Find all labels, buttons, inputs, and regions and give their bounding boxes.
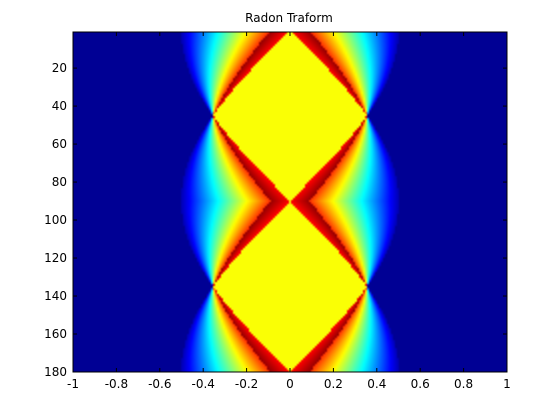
y-tick-label: 60: [52, 137, 67, 151]
y-tick-label: 40: [52, 99, 67, 113]
y-tick-label: 180: [44, 365, 67, 379]
x-tick-label: -0.2: [235, 377, 258, 391]
x-axis: -1 -0.8 -0.6 -0.4 -0.2 0 0.2 0.4 0.6 0.8 1: [67, 32, 511, 391]
y-tick-label: 20: [52, 61, 67, 75]
y-axis: 20 40 60 80 100 120 140 160 180: [44, 61, 507, 379]
y-tick-label: 120: [44, 251, 67, 265]
x-tick-label: 0.8: [454, 377, 473, 391]
y-tick-label: 80: [52, 175, 67, 189]
x-tick-label: 0.6: [411, 377, 430, 391]
x-tick-label: -0.4: [191, 377, 214, 391]
heatmap-raster: [73, 32, 507, 372]
x-tick-label: -0.6: [148, 377, 171, 391]
x-tick-label: -1: [67, 377, 79, 391]
heatmap-image: [73, 32, 507, 372]
chart-title: Radon Traform: [245, 11, 333, 25]
y-tick-label: 160: [44, 327, 67, 341]
x-tick-label: 1: [503, 377, 511, 391]
y-tick-label: 140: [44, 289, 67, 303]
x-tick-label: -0.8: [105, 377, 128, 391]
x-tick-label: 0.4: [367, 377, 386, 391]
x-tick-label: 0: [286, 377, 294, 391]
x-tick-label: 0.2: [324, 377, 343, 391]
y-tick-label: 100: [44, 213, 67, 227]
